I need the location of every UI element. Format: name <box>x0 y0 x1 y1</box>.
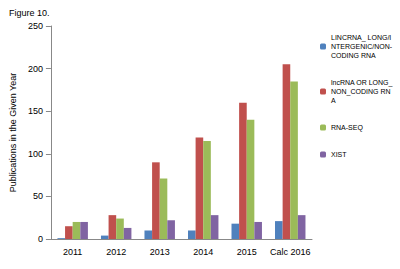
svg-text:Calc 2016: Calc 2016 <box>270 247 311 257</box>
svg-text:LINCRNA_ LONG/I: LINCRNA_ LONG/I <box>331 34 391 42</box>
svg-text:NTERGENIC/NON-: NTERGENIC/NON- <box>331 43 393 50</box>
svg-text:lncRNA OR LONG_: lncRNA OR LONG_ <box>331 79 393 87</box>
svg-text:CODING RNA: CODING RNA <box>331 52 376 59</box>
svg-text:2015: 2015 <box>237 247 257 257</box>
svg-text:A: A <box>331 97 336 104</box>
svg-text:100: 100 <box>28 149 43 159</box>
svg-text:0: 0 <box>38 234 43 244</box>
svg-text:2013: 2013 <box>150 247 170 257</box>
svg-text:Publications in the Given Year: Publications in the Given Year <box>8 73 18 193</box>
svg-text:150: 150 <box>28 106 43 116</box>
svg-text:Figure 10.: Figure 10. <box>9 8 50 18</box>
svg-text:XIST: XIST <box>331 151 347 158</box>
svg-text:50: 50 <box>33 191 43 201</box>
svg-text:2011: 2011 <box>63 247 82 257</box>
svg-text:2012: 2012 <box>106 247 126 257</box>
svg-text:RNA-SEQ: RNA-SEQ <box>331 124 363 132</box>
svg-text:NON_CODING RN: NON_CODING RN <box>331 88 391 96</box>
svg-text:250: 250 <box>28 21 43 31</box>
svg-text:2014: 2014 <box>193 247 213 257</box>
svg-text:200: 200 <box>28 64 43 74</box>
